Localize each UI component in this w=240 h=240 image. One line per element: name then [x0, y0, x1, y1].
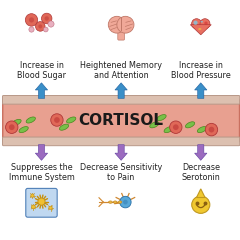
Ellipse shape	[150, 122, 159, 128]
Ellipse shape	[157, 114, 166, 121]
Ellipse shape	[26, 117, 36, 123]
Circle shape	[123, 200, 128, 204]
Text: Decrease
Serotonin: Decrease Serotonin	[181, 163, 220, 182]
Circle shape	[36, 22, 45, 31]
Ellipse shape	[60, 124, 69, 130]
Circle shape	[120, 196, 131, 208]
Circle shape	[31, 194, 34, 197]
Circle shape	[209, 127, 214, 132]
Ellipse shape	[198, 28, 202, 30]
Ellipse shape	[164, 126, 173, 133]
Ellipse shape	[200, 21, 203, 23]
Ellipse shape	[197, 126, 207, 133]
FancyArrow shape	[35, 83, 48, 98]
Circle shape	[38, 24, 42, 28]
Ellipse shape	[192, 196, 210, 213]
Ellipse shape	[12, 119, 21, 126]
Ellipse shape	[118, 201, 122, 203]
FancyArrow shape	[195, 145, 207, 160]
Circle shape	[42, 13, 52, 24]
FancyBboxPatch shape	[26, 188, 57, 217]
FancyArrow shape	[115, 145, 127, 160]
Circle shape	[6, 121, 18, 133]
Ellipse shape	[108, 16, 126, 33]
Circle shape	[43, 27, 48, 32]
Text: Suppresses the
Immune System: Suppresses the Immune System	[9, 163, 74, 182]
Ellipse shape	[19, 126, 28, 133]
Ellipse shape	[186, 122, 195, 128]
Circle shape	[173, 124, 179, 130]
Circle shape	[192, 19, 202, 29]
FancyBboxPatch shape	[3, 99, 240, 142]
Ellipse shape	[113, 201, 117, 203]
Text: CORTISOL: CORTISOL	[79, 113, 164, 128]
Circle shape	[31, 205, 35, 209]
Circle shape	[170, 121, 182, 133]
Circle shape	[54, 117, 60, 123]
Circle shape	[205, 123, 218, 136]
Circle shape	[25, 14, 38, 26]
Circle shape	[29, 27, 34, 32]
FancyArrow shape	[35, 145, 48, 160]
FancyArrow shape	[115, 83, 127, 98]
Circle shape	[193, 21, 198, 25]
Ellipse shape	[117, 16, 134, 33]
FancyBboxPatch shape	[118, 30, 125, 40]
Circle shape	[49, 206, 52, 210]
Text: Increase in
Blood Pressure: Increase in Blood Pressure	[171, 61, 231, 80]
Ellipse shape	[108, 201, 112, 203]
Text: Decrease Sensitivity
to Pain: Decrease Sensitivity to Pain	[80, 163, 162, 182]
Text: Increase in
Blood Sugar: Increase in Blood Sugar	[17, 61, 66, 80]
Circle shape	[51, 114, 63, 126]
Circle shape	[44, 16, 49, 21]
Circle shape	[38, 198, 45, 205]
Polygon shape	[190, 25, 211, 35]
Circle shape	[204, 21, 208, 25]
Circle shape	[29, 17, 34, 23]
FancyBboxPatch shape	[2, 137, 240, 146]
Ellipse shape	[66, 117, 76, 123]
Circle shape	[9, 124, 15, 130]
FancyArrow shape	[195, 83, 207, 98]
Circle shape	[48, 21, 54, 27]
Circle shape	[200, 19, 210, 29]
Polygon shape	[197, 189, 205, 198]
Text: Heightened Memory
and Attention: Heightened Memory and Attention	[80, 61, 162, 80]
FancyBboxPatch shape	[2, 96, 240, 104]
